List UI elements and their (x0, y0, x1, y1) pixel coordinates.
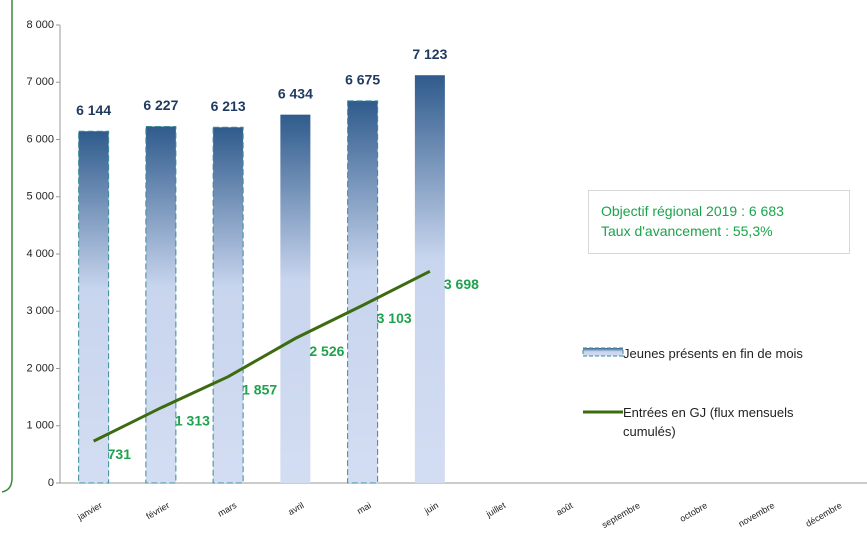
annotation-box: Objectif régional 2019 : 6 683 Taux d'av… (588, 190, 850, 254)
legend-swatch (582, 347, 624, 357)
data-label: 1 313 (175, 413, 210, 429)
data-label: 6 227 (143, 97, 178, 113)
x-tick-label: novembre (737, 500, 777, 529)
bar (145, 126, 177, 484)
x-tick-label: septembre (600, 500, 642, 530)
x-tick-label: janvier (75, 500, 104, 522)
y-tick-label: 8 000 (26, 19, 54, 31)
y-tick-label: 3 000 (26, 305, 54, 317)
y-tick-label: 1 000 (26, 420, 54, 432)
y-tick-label: 6 000 (26, 133, 54, 145)
x-tick-label: juillet (484, 500, 508, 520)
y-tick-label: 0 (48, 477, 54, 489)
x-tick-label: mai (355, 500, 373, 516)
data-label: 3 698 (444, 276, 479, 292)
x-tick-label: août (554, 500, 575, 518)
data-label: 6 144 (76, 102, 111, 118)
data-label: 6 434 (278, 85, 313, 101)
line (92, 269, 431, 443)
data-label: 1 857 (242, 381, 277, 397)
y-tick-label: 7 000 (26, 76, 54, 88)
data-label: 3 103 (377, 310, 412, 326)
bar (78, 130, 110, 484)
y-tick-label: 4 000 (26, 248, 54, 260)
bar (280, 114, 311, 483)
bar (212, 126, 244, 484)
data-label: 7 123 (412, 46, 447, 62)
annotation: Objectif régional 2019 : 6 683 (601, 203, 784, 219)
x-tick-label: octobre (678, 500, 709, 524)
bar (347, 100, 379, 484)
frame-border (1, 0, 13, 493)
x-tick-label: avril (286, 500, 305, 517)
legend-entry: Jeunes présents en fin de mois (623, 346, 803, 361)
data-label: 6 213 (211, 98, 246, 114)
y-tick-label: 5 000 (26, 191, 54, 203)
x-tick-label: février (144, 500, 171, 521)
data-label: 2 526 (309, 343, 344, 359)
x-tick-label: juin (422, 500, 440, 516)
data-label: 6 675 (345, 72, 380, 88)
data-label: 731 (108, 446, 132, 462)
x-tick-label: mars (216, 500, 239, 519)
legend-entry: Entrées en GJ (flux mensuels cumulés) (623, 405, 794, 439)
y-tick-label: 2 000 (26, 362, 54, 374)
annotation: Taux d'avancement : 55,3% (601, 223, 773, 239)
x-tick-label: décembre (804, 500, 844, 529)
bar (414, 75, 445, 483)
